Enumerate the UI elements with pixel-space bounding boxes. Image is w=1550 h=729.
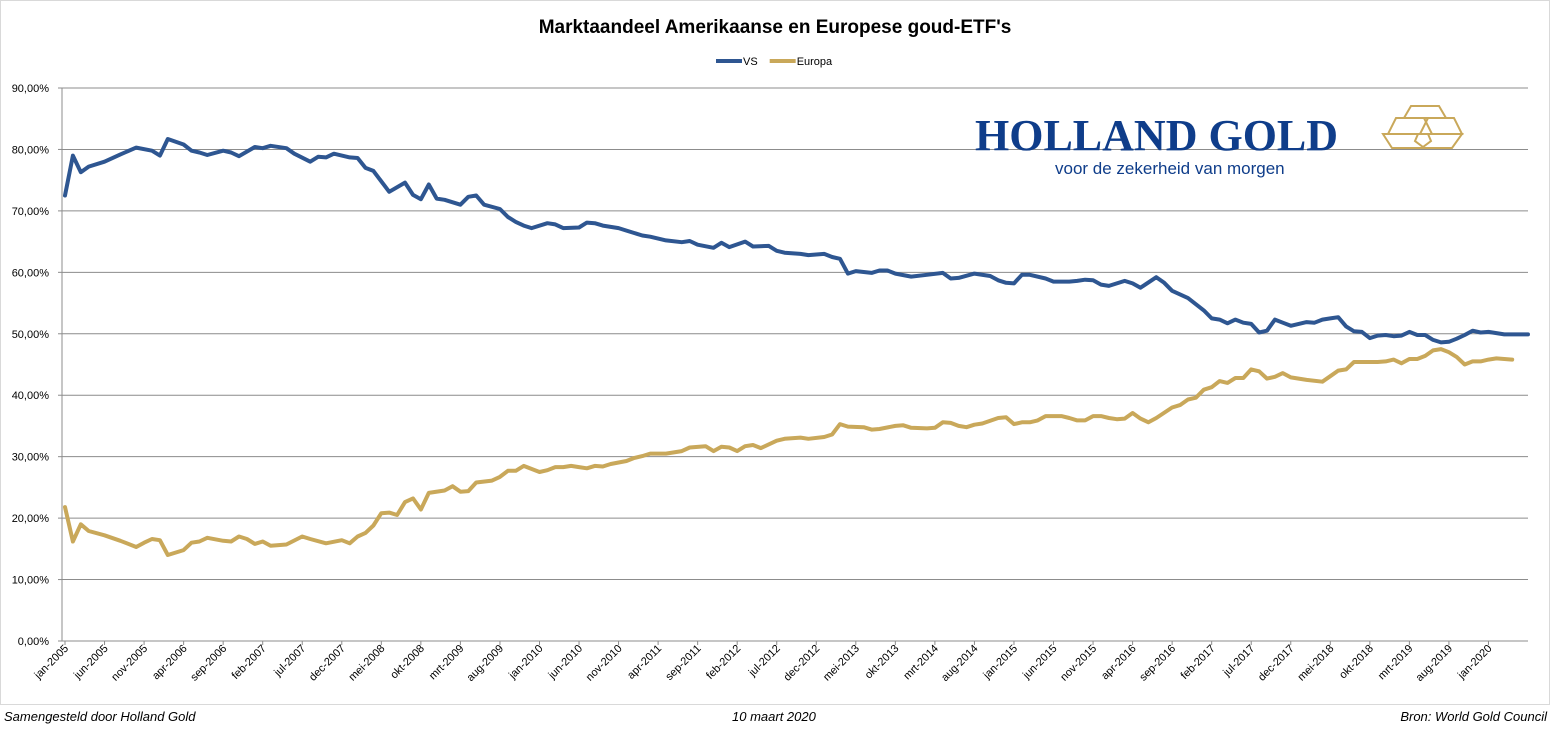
y-tick-label: 50,00% xyxy=(12,329,50,341)
footer-credit: Samengesteld door Holland Gold xyxy=(4,709,196,724)
holland-gold-logo: HOLLAND GOLD voor de zekerheid van morge… xyxy=(975,105,1464,178)
y-tick-label: 40,00% xyxy=(12,390,50,402)
legend-label-europa: Europa xyxy=(797,56,833,68)
y-tick-label: 70,00% xyxy=(12,206,50,218)
legend-label-vs: VS xyxy=(743,56,758,68)
y-tick-label: 90,00% xyxy=(12,83,50,95)
series-layer xyxy=(63,137,1530,557)
logo-tagline: voor de zekerheid van morgen xyxy=(1055,159,1285,178)
series-line-europa xyxy=(63,347,1515,557)
y-axis: 0,00% 10,00% 20,00% 30,00% 40,00% 50,00% 60,00… xyxy=(12,83,63,648)
chart-frame xyxy=(0,0,1550,705)
logo-wordmark: HOLLAND GOLD xyxy=(975,111,1338,160)
y-tick-label: 30,00% xyxy=(12,452,50,464)
y-tick-label: 10,00% xyxy=(12,575,50,587)
footer-source: Bron: World Gold Council xyxy=(1400,709,1547,724)
gold-bars-icon xyxy=(1381,105,1464,149)
y-tick-label: 80,00% xyxy=(12,144,50,156)
y-tick-label: 20,00% xyxy=(12,513,50,525)
footer-date: 10 maart 2020 xyxy=(732,709,816,724)
series-line-vs xyxy=(63,137,1530,345)
legend: VS Europa xyxy=(716,56,833,68)
y-tick-label: 60,00% xyxy=(12,267,50,279)
chart-title: Marktaandeel Amerikaanse en Europese gou… xyxy=(539,17,1012,38)
y-tick-label: 0,00% xyxy=(18,636,49,648)
gridlines xyxy=(62,87,1528,581)
